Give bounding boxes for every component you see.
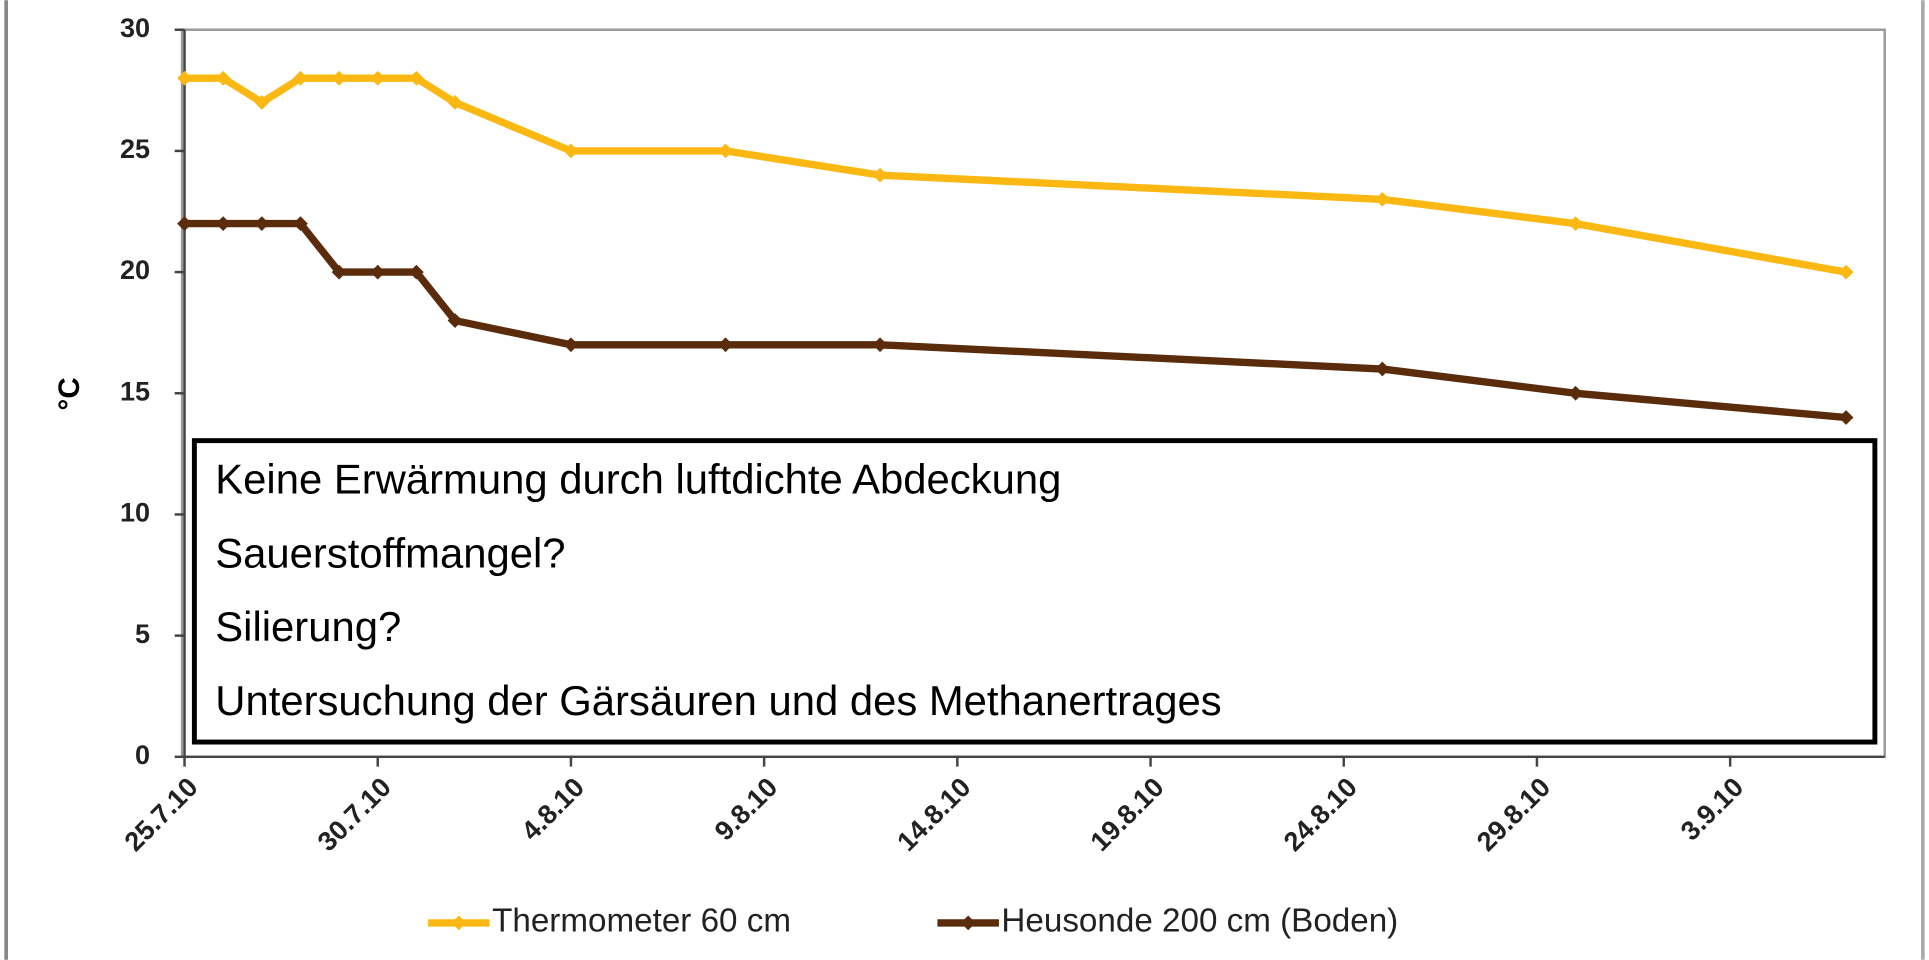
point-marker — [331, 264, 347, 280]
point-marker — [293, 70, 308, 86]
legend-label: Thermometer 60 cm — [492, 903, 791, 940]
point-marker — [215, 70, 231, 86]
series-line — [184, 74, 1847, 276]
point-marker — [370, 70, 386, 86]
y-tick-label: 25 — [120, 134, 150, 164]
annotation: Silierung? — [215, 603, 401, 650]
annotation: Keine Erwärmung durch luftdichte Abdecku… — [215, 456, 1061, 503]
point-marker — [215, 216, 231, 232]
y-tick-label: 15 — [120, 376, 150, 406]
legend-marker — [960, 915, 976, 931]
point-marker — [293, 216, 308, 232]
point-marker — [1568, 216, 1583, 232]
legend-marker — [451, 915, 467, 931]
point-marker — [447, 95, 463, 110]
point-marker — [1375, 361, 1390, 377]
annotation: Untersuchung der Gärsäuren und des Metha… — [215, 677, 1221, 724]
annotation-box — [191, 438, 1878, 745]
point-marker — [1838, 264, 1854, 280]
y-tick-label: 0 — [135, 740, 150, 770]
legend-label: Heusonde 200 cm (Boden) — [1001, 903, 1398, 940]
y-tick-label: 5 — [135, 619, 150, 649]
point-marker — [1568, 385, 1583, 401]
point-marker — [177, 70, 192, 86]
annotation: Sauerstoffmangel? — [215, 529, 565, 576]
point-marker — [718, 337, 733, 353]
point-marker — [718, 143, 733, 159]
point-marker — [177, 216, 192, 232]
y-tick-label: 30 — [120, 13, 150, 43]
point-marker — [370, 264, 386, 280]
y-tick-label: 10 — [120, 498, 150, 528]
point-marker — [331, 70, 347, 86]
y-axis-label: °C — [53, 377, 86, 410]
y-tick-label: 20 — [120, 255, 150, 285]
point-marker — [1375, 192, 1390, 207]
